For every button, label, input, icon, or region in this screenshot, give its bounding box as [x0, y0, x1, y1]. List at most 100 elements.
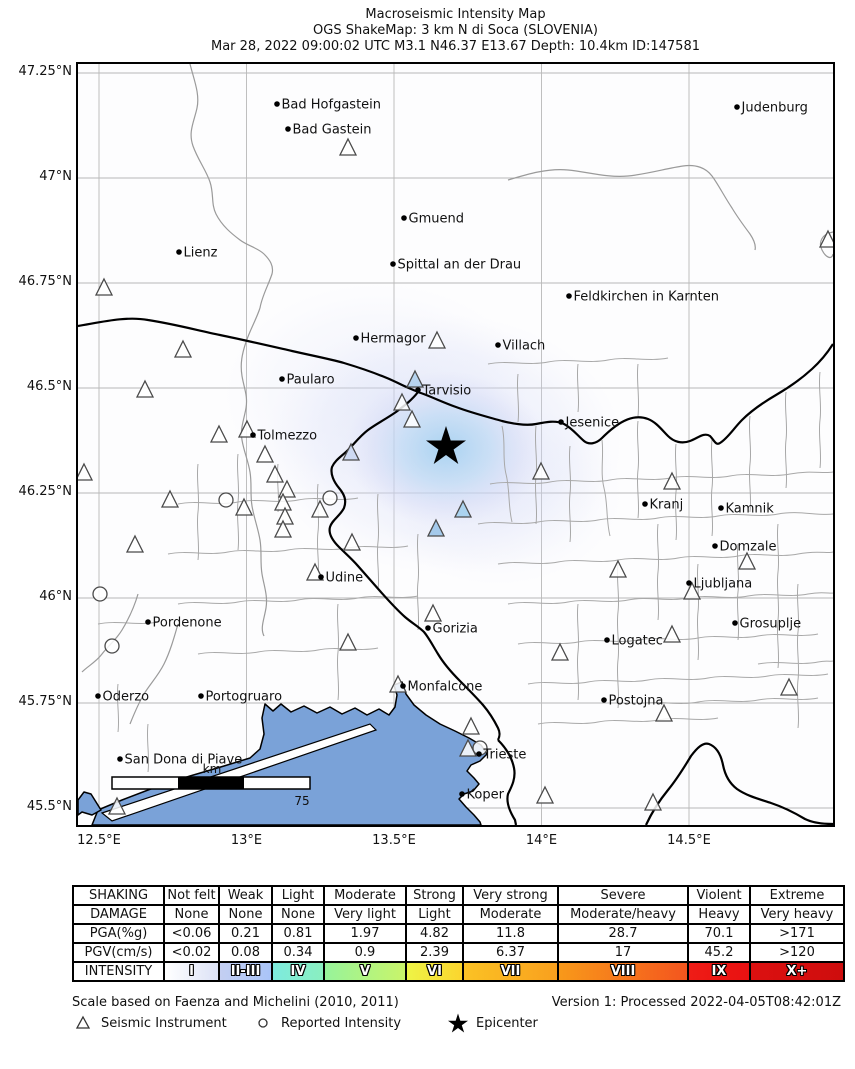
city-dot: [558, 419, 564, 425]
city-dot: [476, 751, 482, 757]
table-cell: None: [163, 904, 220, 925]
city-label: Ljubljana: [694, 577, 753, 592]
title-block: Macroseismic Intensity Map OGS ShakeMap:…: [78, 7, 833, 55]
city-label: Logatec: [612, 634, 663, 649]
city-dot: [117, 756, 123, 762]
seismic-station-triangle-icon: [423, 603, 443, 622]
table-cell: >120: [749, 942, 845, 963]
lon-tick-label: 12.5°E: [77, 833, 121, 848]
table-cell: None: [218, 904, 273, 925]
table-cell: 0.21: [218, 923, 273, 944]
legend-item-label: Seismic Instrument: [101, 1015, 227, 1031]
seismic-station-triangle-icon: [160, 489, 180, 508]
seismic-station-triangle-icon: [392, 392, 412, 411]
table-cell: Very light: [323, 904, 407, 925]
table-cell: I: [163, 961, 220, 982]
city-label: Judenburg: [741, 101, 808, 116]
table-cell: 0.08: [218, 942, 273, 963]
seismic-station-triangle-icon: [265, 464, 285, 483]
table-cell: Violent: [687, 885, 751, 906]
table-row-intensity: INTENSITY I II-III IV V VI VII VIII IX X+: [72, 961, 845, 982]
lat-tick-label: 46.25°N: [18, 484, 72, 499]
table-cell: Extreme: [749, 885, 845, 906]
city-dot: [425, 625, 431, 631]
table-cell: 0.81: [271, 923, 325, 944]
seismic-station-triangle-icon: [405, 369, 425, 388]
seismic-station-triangle-icon: [94, 277, 114, 296]
city-label: Pordenone: [153, 616, 222, 631]
lat-tick-label: 46.5°N: [26, 379, 72, 394]
city-dot: [279, 376, 285, 382]
lat-tick-label: 47°N: [39, 169, 72, 184]
table-cell: None: [271, 904, 325, 925]
seismic-station-triangle-icon: [402, 409, 422, 428]
reported-intensity-circle-icon: [322, 490, 338, 506]
city-markers: Bad Hofgastein Bad Gastein Judenburg Gmuend…: [95, 98, 808, 803]
seismic-station-triangle-icon: [643, 792, 663, 811]
table-cell: Moderate: [323, 885, 407, 906]
city-label: San Dona di Piave: [125, 753, 243, 768]
seismic-station-triangle-icon: [608, 559, 628, 578]
table-row-pgv-cm-s-: PGV(cm/s) <0.02 0.08 0.34 0.9 2.39 6.37 17 45.2 >…: [72, 942, 845, 963]
city-dot: [642, 501, 648, 507]
table-cell: 0.34: [271, 942, 325, 963]
seismic-station-triangle-icon: [135, 379, 155, 398]
city-dot: [400, 683, 406, 689]
table-cell: Moderate: [462, 904, 559, 925]
lon-tick-label: 13°E: [230, 833, 263, 848]
coastal-barrier-strip: [100, 723, 378, 822]
legend-item-circle: Reported Intensity: [252, 1011, 401, 1035]
lon-tick-label: 13.5°E: [372, 833, 416, 848]
city-dot: [718, 505, 724, 511]
table-cell: >171: [749, 923, 845, 944]
version-processed-note: Version 1: Processed 2022-04-05T08:42:01…: [551, 995, 841, 1010]
seismic-station-triangle-icon: [426, 518, 446, 537]
seismic-station-triangle-icon: [461, 716, 481, 735]
city-dot: [176, 249, 182, 255]
scale-bar-unit: km: [203, 762, 222, 776]
lon-tick-label: 14°E: [525, 833, 558, 848]
city-label: Bad Gastein: [293, 123, 372, 138]
city-dot: [401, 215, 407, 221]
seismic-station-triangle-icon: [125, 534, 145, 553]
table-cell: 0.9: [323, 942, 407, 963]
row-header: PGV(cm/s): [72, 942, 165, 963]
table-cell: 17: [557, 942, 689, 963]
city-label: Portogruaro: [206, 690, 283, 705]
row-header: INTENSITY: [72, 961, 165, 982]
seismic-station-triangle-icon: [173, 339, 193, 358]
table-cell: II-III: [218, 961, 273, 982]
seismic-station-triangle-icon: [338, 632, 358, 651]
city-label: Hermagor: [361, 332, 427, 347]
reported-intensity-circle-icon: [218, 492, 234, 508]
seismic-station-triangle-icon: [550, 642, 570, 661]
city-label: Udine: [326, 571, 364, 586]
table-cell: Very strong: [462, 885, 559, 906]
table-cell: 4.82: [405, 923, 464, 944]
city-label: Paularo: [287, 373, 335, 388]
lat-tick-label: 45.75°N: [18, 694, 72, 709]
city-dot: [601, 697, 607, 703]
scale-bar-value: 75: [294, 794, 309, 808]
map-frame: km 75 Bad Hofgastein Bad Gastein Judenburg…: [76, 62, 835, 827]
city-label: Bad Hofgastein: [282, 98, 382, 113]
seismic-station-triangle-icon: [237, 419, 257, 438]
city-label: Feldkirchen in Karnten: [574, 290, 720, 305]
seismic-station-triangle-icon: [535, 785, 555, 804]
table-row-shaking: SHAKING Not felt Weak Light Moderate Strong Ve…: [72, 885, 845, 906]
intensity-legend-table: SHAKING Not felt Weak Light Moderate Strong Ve…: [72, 885, 845, 982]
city-dot: [274, 101, 280, 107]
city-label: Gorizia: [433, 622, 478, 637]
table-cell: IV: [271, 961, 325, 982]
table-cell: 45.2: [687, 942, 751, 963]
table-cell: <0.02: [163, 942, 220, 963]
seismic-station-triangle-icon: [427, 330, 447, 349]
lon-tick-label: 14.5°E: [667, 833, 711, 848]
seismic-station-triangle-icon: [654, 703, 674, 722]
table-cell: 2.39: [405, 942, 464, 963]
city-label: Villach: [503, 339, 546, 354]
symbol-legend: Seismic Instrument Reported Intensity Epic…: [72, 1011, 772, 1035]
city-dot: [732, 620, 738, 626]
city-dot: [95, 693, 101, 699]
seismic-station-triangle-icon: [341, 442, 361, 461]
